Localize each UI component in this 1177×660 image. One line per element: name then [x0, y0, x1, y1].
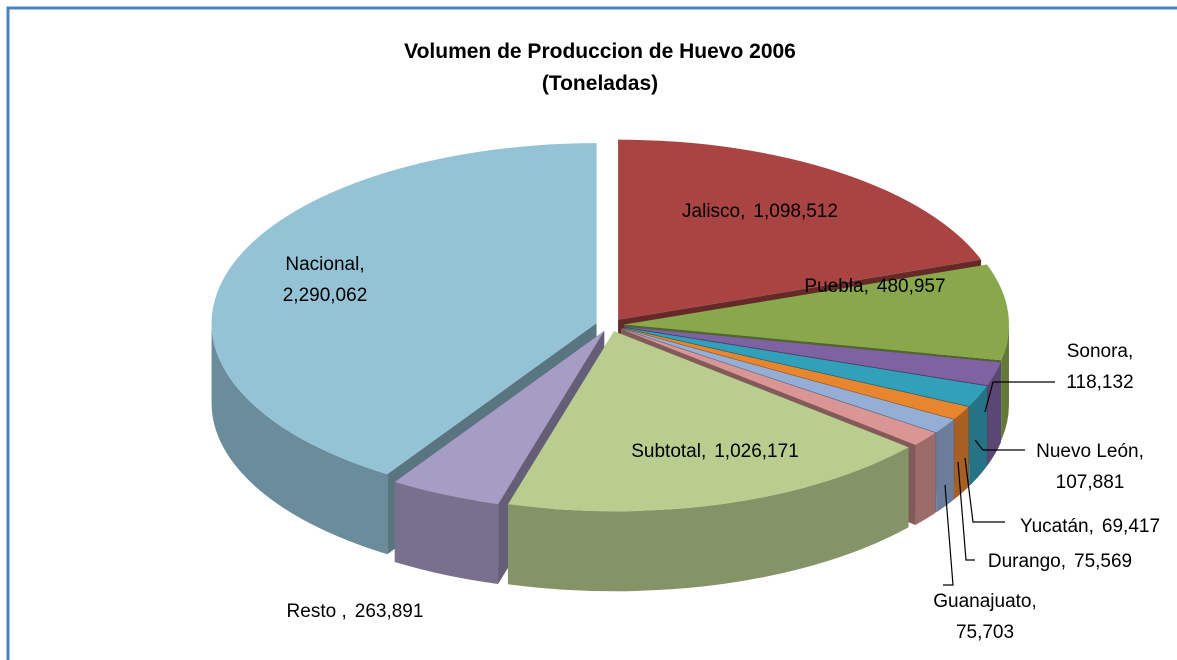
data-label-value: 69,417 [1102, 516, 1160, 537]
data-label-value: 107,881 [1056, 472, 1125, 493]
slice-side [394, 482, 499, 584]
data-label-category: Resto , [287, 601, 347, 622]
data-label-value: 1,098,512 [753, 201, 838, 222]
data-label-category: Durango, [988, 551, 1066, 572]
leader-line [943, 484, 954, 586]
slice-side [936, 419, 954, 513]
slice-side [969, 386, 987, 487]
data-label-category: Puebla, [804, 276, 868, 297]
slice [623, 326, 1001, 386]
data-label-category: Sonora, [1067, 341, 1134, 362]
chart-title: Volumen de Produccion de Huevo 2006 [404, 40, 796, 63]
slice-tops [211, 139, 1009, 512]
leader-line [964, 457, 1005, 523]
slice [621, 328, 954, 433]
slice [394, 330, 605, 504]
slice [622, 328, 969, 420]
slice [623, 264, 1009, 361]
data-label-value: 75,569 [1074, 551, 1132, 572]
slice [211, 143, 597, 475]
chart-subtitle: (Toneladas) [542, 72, 658, 95]
data-label: Puebla, 480,957 [804, 276, 945, 297]
slice-side [211, 323, 388, 555]
data-label-category: Yucatán, [1020, 516, 1094, 537]
data-label: Yucatán, 69,417 [1020, 516, 1160, 537]
data-label-category: Nuevo León, [1036, 441, 1144, 462]
data-label-value: 75,703 [956, 622, 1014, 643]
leader-line [957, 461, 975, 561]
data-label: Resto , 263,891 [287, 601, 424, 622]
data-label: Durango, 75,569 [988, 551, 1132, 572]
data-label-value: 263,891 [355, 601, 424, 622]
data-label-category: Guanajuato, [933, 591, 1037, 612]
leader-line [974, 439, 1025, 451]
slice [621, 329, 936, 445]
slice [618, 139, 982, 320]
data-label: Jalisco, 1,098,512 [682, 201, 838, 222]
slice-side [915, 432, 936, 525]
slice-side [954, 406, 969, 500]
data-label-category: Subtotal, [631, 441, 706, 462]
slice [507, 331, 909, 512]
data-label-value: 118,132 [1066, 372, 1133, 393]
data-label-value: 1,026,171 [714, 441, 799, 462]
data-label-category: Nacional, [285, 254, 364, 275]
slice [622, 327, 987, 407]
data-label-value: 2,290,062 [283, 285, 368, 306]
slice-side [507, 447, 909, 592]
leader-line [984, 381, 1055, 413]
data-label-category: Jalisco, [682, 201, 745, 222]
data-label: Subtotal, 1,026,171 [631, 441, 799, 462]
data-label-value: 480,957 [877, 276, 946, 297]
